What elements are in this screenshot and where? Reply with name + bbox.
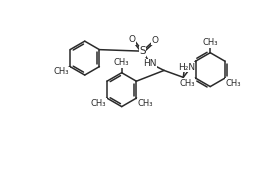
Text: H₂N: H₂N (178, 63, 195, 72)
Text: CH₃: CH₃ (91, 99, 106, 108)
Text: CH₃: CH₃ (226, 79, 241, 88)
Text: HN: HN (143, 59, 157, 68)
Text: CH₃: CH₃ (179, 79, 195, 88)
Text: CH₃: CH₃ (54, 67, 69, 76)
Text: CH₃: CH₃ (137, 99, 153, 108)
Text: S: S (139, 46, 146, 56)
Text: O: O (129, 35, 136, 44)
Text: O: O (151, 36, 158, 45)
Text: CH₃: CH₃ (114, 58, 129, 67)
Text: CH₃: CH₃ (202, 38, 218, 47)
